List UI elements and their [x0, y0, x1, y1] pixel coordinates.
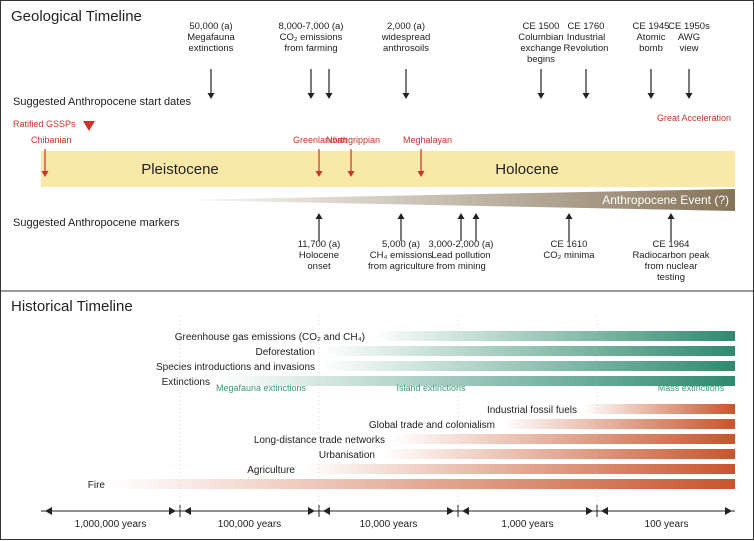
gssp-header: Ratified GSSPs [13, 119, 76, 129]
pleistocene-label: Pleistocene [141, 161, 219, 178]
start-date-4-line-1: Columbian [518, 32, 563, 43]
green-annotation-0: Megafauna extinctions [216, 383, 307, 393]
start-date-1-line-2: from farming [284, 43, 337, 54]
start-date-1-line-1: CO₂ emissions [280, 32, 343, 43]
great-accel-label: Great Acceleration [657, 113, 731, 123]
orange-band-3 [381, 449, 735, 459]
green-band-label-1: Deforestation [256, 347, 315, 358]
axis-tick-0: 1,000,000 years [75, 519, 147, 530]
markers-label: Suggested Anthropocene markers [13, 217, 180, 229]
orange-band-4 [301, 464, 735, 474]
start-date-3-line-0: 2,000 (a) [387, 21, 425, 32]
orange-band-1 [501, 419, 735, 429]
start-date-0-line-2: extinctions [189, 43, 234, 54]
start-date-3-line-2: anthrosoils [383, 43, 429, 54]
orange-band-label-3: Urbanisation [319, 450, 375, 461]
marker-4-line-0: CE 1610 [551, 239, 588, 250]
start-date-5-line-2: Revolution [564, 43, 609, 54]
holocene-label: Holocene [495, 161, 558, 178]
orange-band-label-1: Global trade and colonialism [369, 420, 495, 431]
green-band-label-2: Species introductions and invasions [156, 362, 315, 373]
orange-band-label-4: Agriculture [247, 465, 295, 476]
marker-1-line-0: 5,000 (a) [382, 239, 420, 250]
axis-tick-2: 10,000 years [360, 519, 418, 530]
orange-band-label-2: Long-distance trade networks [254, 435, 385, 446]
geo-title: Geological Timeline [11, 8, 142, 25]
start-date-4-line-0: CE 1500 [523, 21, 560, 32]
marker-2-line-2: from mining [436, 261, 486, 272]
start-date-1-line-0: 8,000-7,000 (a) [279, 21, 344, 32]
start-date-4-line-2: exchange [520, 43, 561, 54]
start-date-7-line-2: view [679, 43, 698, 54]
orange-band-0 [583, 404, 735, 414]
green-band-1 [321, 346, 735, 356]
start-dates-label: Suggested Anthropocene start dates [13, 96, 191, 108]
green-band-0 [371, 331, 735, 341]
marker-5-line-1: Radiocarbon peak [632, 250, 709, 261]
marker-1-line-1: CH₄ emissions [370, 250, 433, 261]
green-band-label-0: Greenhouse gas emissions (CO₂ and CH₄) [175, 332, 365, 343]
gssp-label-2: Northgrippian [326, 135, 380, 145]
gssp-label-0: Chibanian [31, 135, 72, 145]
start-date-7-line-0: CE 1950s [668, 21, 710, 32]
start-date-5-line-0: CE 1760 [568, 21, 605, 32]
marker-5-line-2: from nuclear [645, 261, 698, 272]
start-date-6-line-0: CE 1945 [633, 21, 670, 32]
green-annotation-1: Island extinctions [396, 383, 466, 393]
start-date-7-line-1: AWG [678, 32, 700, 43]
marker-0-line-0: 11,700 (a) [298, 239, 341, 250]
green-band-2 [321, 361, 735, 371]
start-date-3-line-1: widespread [381, 32, 431, 43]
start-date-6-line-2: bomb [639, 43, 663, 54]
marker-2-line-0: 3,000-2,000 (a) [429, 239, 494, 250]
axis-tick-3: 1,000 years [501, 519, 553, 530]
green-band-label-3: Extinctions [162, 377, 210, 388]
anthropocene-label: Anthropocene Event (?) [602, 193, 729, 207]
hist-title: Historical Timeline [11, 298, 133, 315]
start-date-0-line-1: Megafauna [187, 32, 235, 43]
marker-5-line-3: testing [657, 272, 685, 283]
orange-band-2 [391, 434, 735, 444]
start-date-6-line-1: Atomic [636, 32, 665, 43]
axis-tick-1: 100,000 years [218, 519, 281, 530]
start-date-4-line-3: begins [527, 54, 555, 65]
orange-band-label-0: Industrial fossil fuels [487, 405, 577, 416]
marker-0-line-1: Holocene [299, 250, 339, 261]
start-date-0-line-0: 50,000 (a) [189, 21, 232, 32]
green-annotation-2: Mass extinctions [658, 383, 725, 393]
gssp-label-3: Meghalayan [403, 135, 452, 145]
start-date-5-line-1: Industrial [567, 32, 606, 43]
marker-1-line-2: from agriculture [368, 261, 434, 272]
orange-band-5 [111, 479, 735, 489]
axis-tick-4: 100 years [645, 519, 689, 530]
marker-4-line-1: CO₂ minima [543, 250, 595, 261]
marker-5-line-0: CE 1964 [653, 239, 690, 250]
orange-band-label-5: Fire [88, 480, 106, 491]
marker-0-line-2: onset [307, 261, 331, 272]
marker-2-line-1: Lead pollution [431, 250, 490, 261]
